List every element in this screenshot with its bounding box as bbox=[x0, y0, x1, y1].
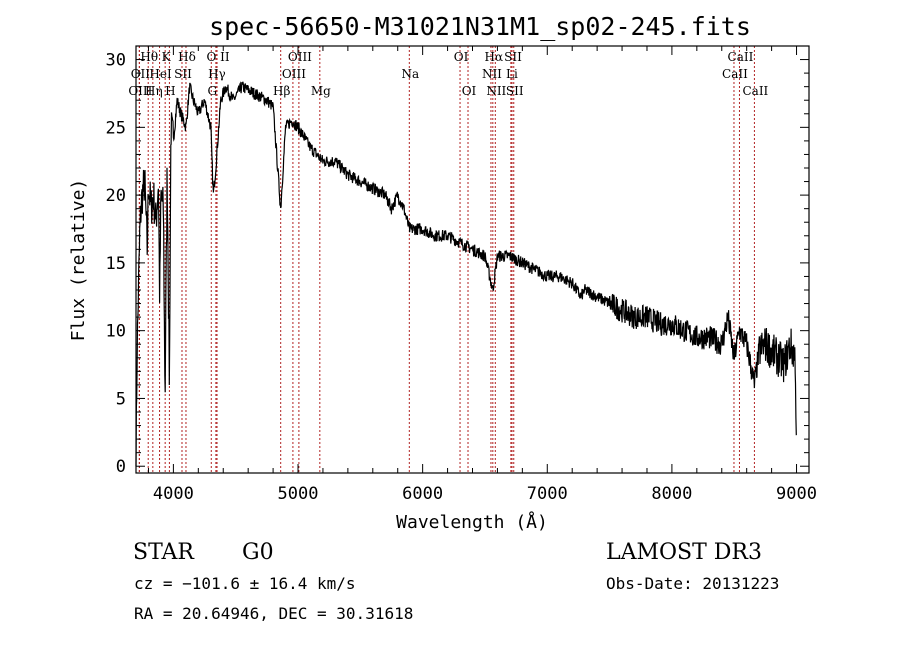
y-tick-label-5: 25 bbox=[106, 118, 126, 138]
observation-date: Obs-Date: 20131223 bbox=[606, 574, 780, 593]
y-axis-label: Flux (relative) bbox=[68, 179, 89, 342]
chart-title: spec-56650-M31021N31M1_sp02-245.fits bbox=[209, 12, 751, 41]
line-label-16: Li bbox=[506, 67, 518, 81]
sky-coordinates: RA = 20.64946, DEC = 30.31618 bbox=[134, 604, 414, 623]
y-tick-label-2: 10 bbox=[106, 322, 126, 342]
x-axis-ticks: 4000 5000 6000 7000 8000 9000 bbox=[147, 46, 817, 504]
line-label-17: CaII bbox=[722, 67, 748, 81]
line-label-26: SII bbox=[506, 84, 524, 98]
line-label-9: OII bbox=[131, 67, 151, 81]
survey-name: LAMOST DR3 bbox=[606, 540, 762, 565]
line-label-21: G bbox=[207, 84, 217, 98]
line-label-27: CaII bbox=[742, 84, 768, 98]
line-label-2: Hδ bbox=[178, 50, 196, 64]
x-tick-label-2: 6000 bbox=[402, 484, 443, 504]
line-label-18: OIII bbox=[128, 84, 152, 98]
emission-line-markers bbox=[138, 46, 755, 473]
line-label-8: CaII bbox=[728, 50, 754, 64]
line-label-14: Na bbox=[401, 67, 419, 81]
line-label-12: Hγ bbox=[208, 67, 226, 81]
line-label-19: Hη bbox=[145, 84, 163, 98]
y-tick-label-0: 0 bbox=[116, 457, 126, 477]
redshift-velocity: cz = −101.6 ± 16.4 km/s bbox=[134, 574, 356, 593]
object-class: STAR bbox=[133, 540, 194, 565]
y-axis-ticks: 0 5 10 15 20 25 30 bbox=[106, 51, 809, 477]
x-tick-label-1: 5000 bbox=[278, 484, 319, 504]
line-label-22: Hβ bbox=[273, 84, 290, 98]
line-label-5: OI bbox=[454, 50, 469, 64]
line-label-6: Hα bbox=[485, 50, 504, 64]
line-label-13: OIII bbox=[282, 67, 306, 81]
line-label-11: SII bbox=[174, 67, 192, 81]
x-tick-label-4: 8000 bbox=[651, 484, 692, 504]
line-label-15: NII bbox=[482, 67, 502, 81]
y-tick-label-1: 5 bbox=[116, 389, 126, 409]
line-label-3: O II bbox=[206, 50, 229, 64]
line-label-25: NII bbox=[486, 84, 506, 98]
y-tick-label-3: 15 bbox=[106, 254, 126, 274]
spectrum-series-line bbox=[135, 81, 797, 467]
x-tick-label-5: 9000 bbox=[776, 484, 817, 504]
line-label-0: Hθ bbox=[140, 50, 158, 64]
line-label-4: OIII bbox=[288, 50, 312, 64]
y-tick-label-4: 20 bbox=[106, 186, 126, 206]
line-label-20: H bbox=[165, 84, 175, 98]
line-label-24: OI bbox=[462, 84, 477, 98]
x-tick-label-0: 4000 bbox=[153, 484, 194, 504]
line-label-7: SII bbox=[504, 50, 522, 64]
y-tick-label-6: 30 bbox=[106, 51, 126, 71]
x-tick-label-3: 7000 bbox=[527, 484, 568, 504]
object-subclass: G0 bbox=[242, 540, 274, 565]
line-label-10: HeI bbox=[149, 67, 172, 81]
line-label-1: K bbox=[162, 50, 172, 64]
line-label-23: Mg bbox=[311, 84, 331, 98]
plot-frame bbox=[135, 45, 810, 474]
x-axis-label: Wavelength (Å) bbox=[396, 511, 548, 533]
